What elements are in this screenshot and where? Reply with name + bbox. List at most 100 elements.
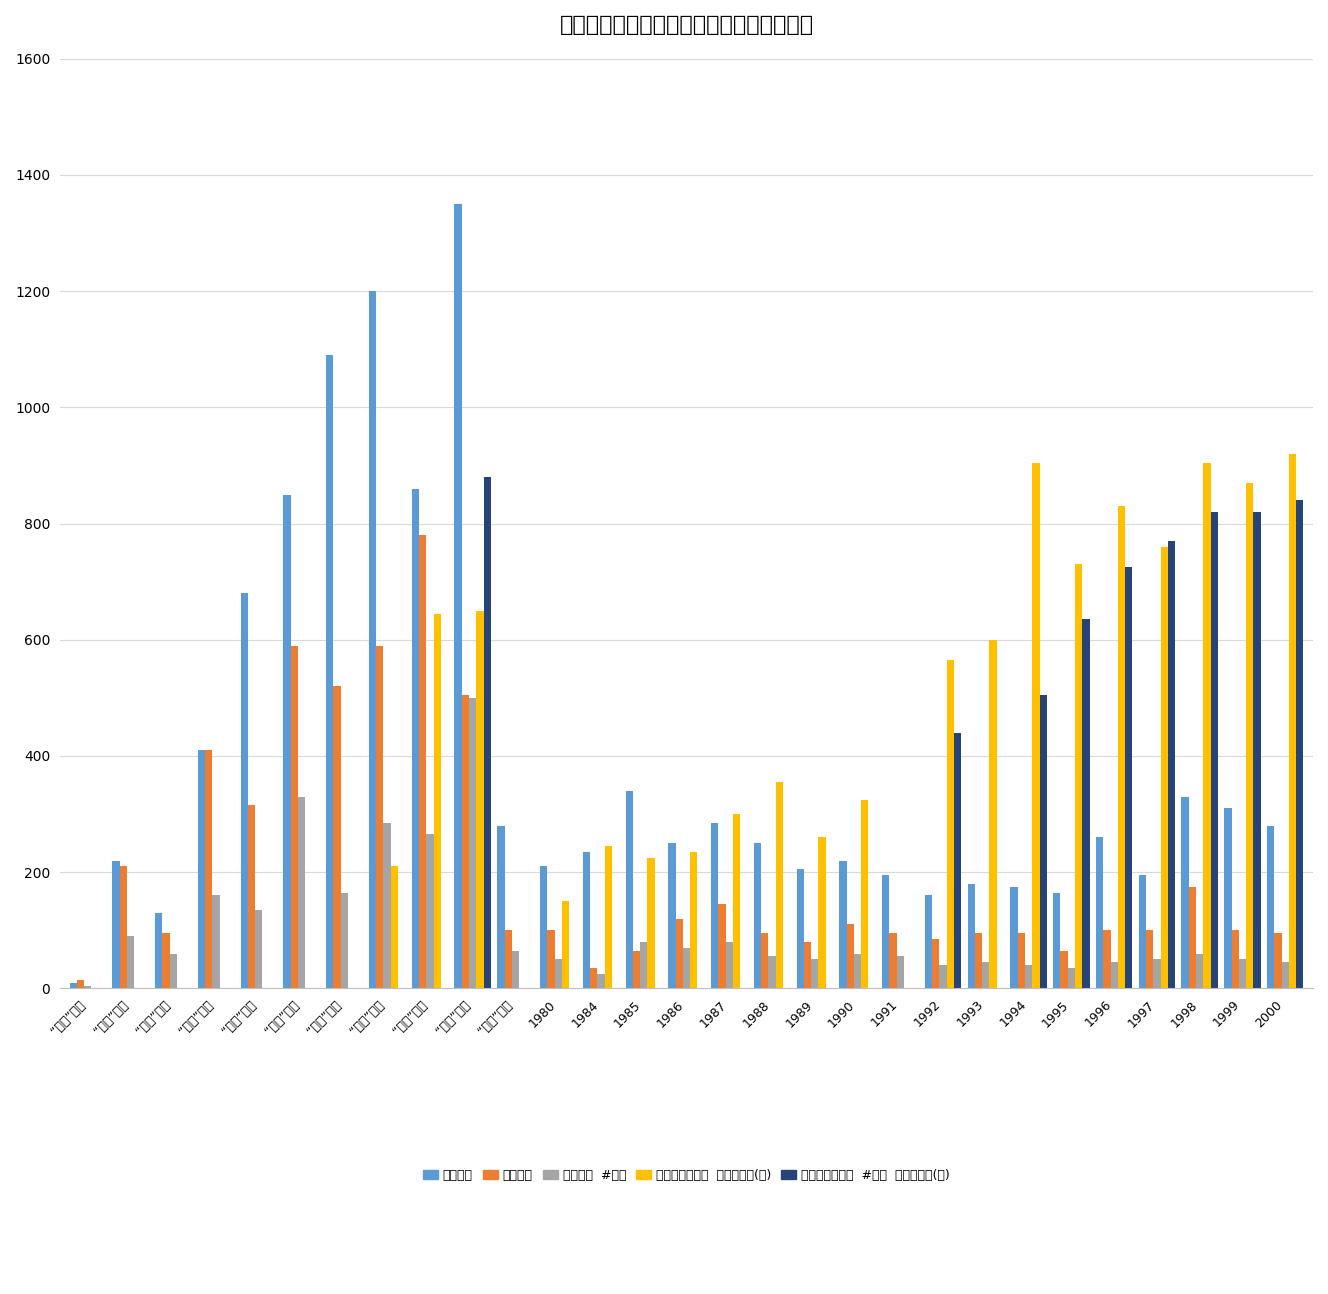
Bar [376,646,384,989]
Bar [947,660,954,989]
Title: 青海省分时期基本建设施工和竣工房屋面积: 青海省分时期基本建设施工和竣工房屋面积 [559,16,814,35]
Bar [1189,886,1197,989]
Bar [162,933,170,989]
Bar [733,814,740,989]
Bar [291,646,297,989]
Bar [1211,512,1218,989]
Bar [818,837,826,989]
Bar [113,861,120,989]
Bar [1275,933,1282,989]
Bar [854,954,861,989]
Bar [983,963,989,989]
Bar [369,291,376,989]
Bar [839,861,847,989]
Bar [1074,564,1082,989]
Bar [511,951,519,989]
Bar [924,895,932,989]
Bar [896,956,904,989]
Bar [968,884,975,989]
Bar [604,846,612,989]
Bar [1040,695,1046,989]
Bar [975,933,983,989]
Bar [890,933,896,989]
Bar [1104,930,1110,989]
Bar [754,844,761,989]
Bar [769,956,776,989]
Bar [1246,483,1254,989]
Bar [390,867,398,989]
Bar [1017,933,1025,989]
Bar [69,982,77,989]
Bar [718,905,725,989]
Bar [333,686,341,989]
Bar [1125,567,1133,989]
Bar [77,980,84,989]
Bar [120,867,127,989]
Bar [803,942,811,989]
Bar [283,494,291,989]
Bar [297,797,305,989]
Bar [341,893,348,989]
Bar [633,951,640,989]
Bar [1138,875,1146,989]
Bar [625,791,633,989]
Bar [590,968,598,989]
Bar [932,939,939,989]
Bar [797,870,803,989]
Bar [433,613,441,989]
Bar [155,912,162,989]
Bar [555,959,562,989]
Bar [327,355,333,989]
Bar [462,695,469,989]
Bar [212,895,219,989]
Bar [583,851,590,989]
Bar [1146,930,1153,989]
Bar [1161,547,1167,989]
Bar [205,751,212,989]
Bar [255,910,263,989]
Bar [170,954,177,989]
Bar [248,805,255,989]
Bar [683,947,691,989]
Bar [505,930,511,989]
Bar [1224,809,1231,989]
Bar [640,942,647,989]
Bar [1118,506,1125,989]
Bar [989,639,997,989]
Bar [1025,965,1032,989]
Bar [84,986,92,989]
Bar [1289,454,1296,989]
Bar [776,782,784,989]
Bar [1167,541,1175,989]
Bar [562,901,570,989]
Bar [420,536,426,989]
Bar [1068,968,1074,989]
Bar [1032,462,1040,989]
Bar [1096,837,1104,989]
Bar [861,800,869,989]
Bar [426,835,433,989]
Bar [483,477,491,989]
Bar [1082,620,1089,989]
Bar [1231,930,1239,989]
Bar [477,611,483,989]
Bar [676,919,683,989]
Bar [882,875,890,989]
Bar [725,942,733,989]
Bar [198,751,205,989]
Bar [384,823,390,989]
Bar [710,823,718,989]
Bar [668,844,676,989]
Bar [1197,954,1203,989]
Bar [1061,951,1068,989]
Bar [547,930,555,989]
Bar [1239,959,1246,989]
Bar [811,959,818,989]
Bar [1153,959,1161,989]
Bar [497,826,505,989]
Bar [1053,893,1061,989]
Bar [691,851,697,989]
Bar [598,974,604,989]
Bar [939,965,947,989]
Bar [1267,826,1275,989]
